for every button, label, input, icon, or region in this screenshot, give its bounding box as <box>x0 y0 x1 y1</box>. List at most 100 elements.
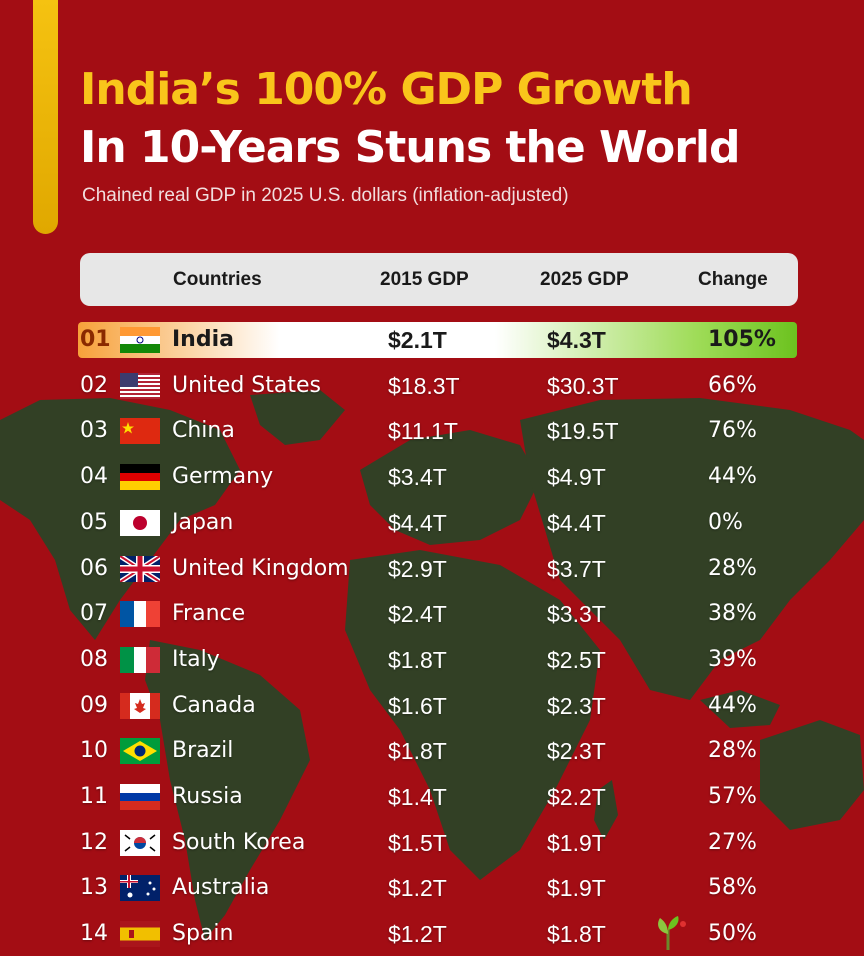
gdp-2025-value: $2.5T <box>547 646 606 673</box>
table-row: 07 France $2.4T $3.3T 38% <box>0 594 864 634</box>
gdp-2015-value: $2.9T <box>388 555 447 582</box>
france-flag-icon <box>120 601 160 628</box>
rank-label: 05 <box>80 509 108 535</box>
gdp-2025-value: $2.3T <box>547 692 606 719</box>
gdp-2015-value: $1.6T <box>388 692 447 719</box>
rank-label: 12 <box>80 829 108 855</box>
rank-label: 01 <box>80 327 111 352</box>
country-name: Canada <box>172 692 256 718</box>
gdp-2025-value: $2.3T <box>547 738 606 765</box>
gdp-2025-value: $3.3T <box>547 601 606 628</box>
country-name: China <box>172 418 235 444</box>
south-korea-flag-icon <box>120 829 160 856</box>
country-name: South Korea <box>172 829 306 855</box>
country-name: United Kingdom <box>172 555 349 581</box>
change-value: 66% <box>708 372 757 398</box>
change-value: 27% <box>708 829 757 855</box>
change-value: 28% <box>708 555 757 581</box>
subtitle: Chained real GDP in 2025 U.S. dollars (i… <box>82 185 569 206</box>
change-value: 0% <box>708 509 743 535</box>
change-value: 39% <box>708 646 757 672</box>
gdp-2015-value: $1.8T <box>388 646 447 673</box>
japan-flag-icon <box>120 509 160 536</box>
germany-flag-icon <box>120 464 160 491</box>
gdp-2025-value: $4.9T <box>547 464 606 491</box>
russia-flag-icon <box>120 784 160 810</box>
country-name: Russia <box>172 784 243 809</box>
map-asia <box>520 398 864 700</box>
gdp-2025-value: $3.7T <box>547 555 606 582</box>
gdp-2015-value: $2.4T <box>388 601 447 628</box>
gdp-2015-value: $4.4T <box>388 509 447 536</box>
country-name: Germany <box>172 464 274 490</box>
change-value: 58% <box>708 875 757 901</box>
change-value: 57% <box>708 784 757 809</box>
gdp-2015-value: $1.4T <box>388 784 447 810</box>
rank-label: 03 <box>80 418 108 444</box>
table-row: 09 Canada $1.6T $2.3T 44% <box>0 686 864 726</box>
table-row: 02 United States $18.3T $30.3T 66% <box>0 366 864 406</box>
table-header: Countries 2015 GDP 2025 GDP Change <box>80 253 798 306</box>
country-name: United States <box>172 372 321 398</box>
map-madagascar <box>594 780 618 840</box>
gdp-2015-value: $1.5T <box>388 829 447 856</box>
table-row: 13 Australia $1.2T $1.9T 58% <box>0 868 864 908</box>
change-value: 105% <box>708 327 776 352</box>
gdp-2015-value: $1.2T <box>388 875 447 902</box>
gdp-2015-value: $3.4T <box>388 464 447 491</box>
column-header-2025-gdp: 2025 GDP <box>540 269 629 290</box>
map-south-america <box>145 640 310 940</box>
change-value: 44% <box>708 464 757 490</box>
table-row: 11 Russia $1.4T $2.2T 57% <box>0 777 864 817</box>
brazil-flag-icon <box>120 738 160 765</box>
gdp-2025-value: $1.9T <box>547 875 606 902</box>
change-value: 76% <box>708 418 757 444</box>
gdp-2015-value: $1.2T <box>388 921 447 948</box>
gdp-2015-value: $1.8T <box>388 738 447 765</box>
map-southeast-asia <box>700 690 780 728</box>
rank-label: 06 <box>80 555 108 581</box>
rank-label: 07 <box>80 601 108 627</box>
gdp-2025-value: $4.4T <box>547 509 606 536</box>
map-greenland <box>250 390 345 445</box>
gdp-2025-value: $1.9T <box>547 829 606 856</box>
rank-label: 04 <box>80 464 108 490</box>
country-name: Spain <box>172 921 234 947</box>
uk-flag-icon <box>120 555 160 582</box>
title-line-2: In 10-Years Stuns the World <box>80 122 740 173</box>
country-name: Brazil <box>172 738 234 764</box>
rank-label: 11 <box>80 784 108 809</box>
table-row: 10 Brazil $1.8T $2.3T 28% <box>0 731 864 771</box>
map-africa <box>345 550 600 880</box>
change-value: 44% <box>708 692 757 718</box>
rank-label: 08 <box>80 646 108 672</box>
sprout-icon <box>658 916 686 950</box>
table-row: 03 China $11.1T $19.5T 76% <box>0 411 864 451</box>
country-name: India <box>172 327 234 352</box>
gdp-2025-value: $4.3T <box>547 327 606 353</box>
table-row: 01 India $2.1T $4.3T 105% <box>78 322 797 358</box>
column-header-countries: Countries <box>173 269 262 290</box>
canada-flag-icon <box>120 692 160 719</box>
gdp-2025-value: $2.2T <box>547 784 606 810</box>
country-name: Japan <box>172 509 234 535</box>
gdp-2015-value: $18.3T <box>388 372 460 399</box>
map-europe <box>360 430 540 545</box>
change-value: 28% <box>708 738 757 764</box>
gdp-2015-value: $2.1T <box>388 327 447 353</box>
australia-flag-icon <box>120 875 160 902</box>
change-value: 50% <box>708 921 757 947</box>
column-header-2015-gdp: 2015 GDP <box>380 269 469 290</box>
gdp-2025-value: $19.5T <box>547 418 619 445</box>
italy-flag-icon <box>120 646 160 673</box>
rank-label: 02 <box>80 372 108 398</box>
india-flag-icon <box>120 327 160 353</box>
map-australia <box>760 720 864 830</box>
title-accent-bar <box>33 0 58 234</box>
country-name: France <box>172 601 246 627</box>
country-name: Australia <box>172 875 270 901</box>
usa-flag-icon <box>120 372 160 399</box>
change-value: 38% <box>708 601 757 627</box>
rank-label: 10 <box>80 738 108 764</box>
